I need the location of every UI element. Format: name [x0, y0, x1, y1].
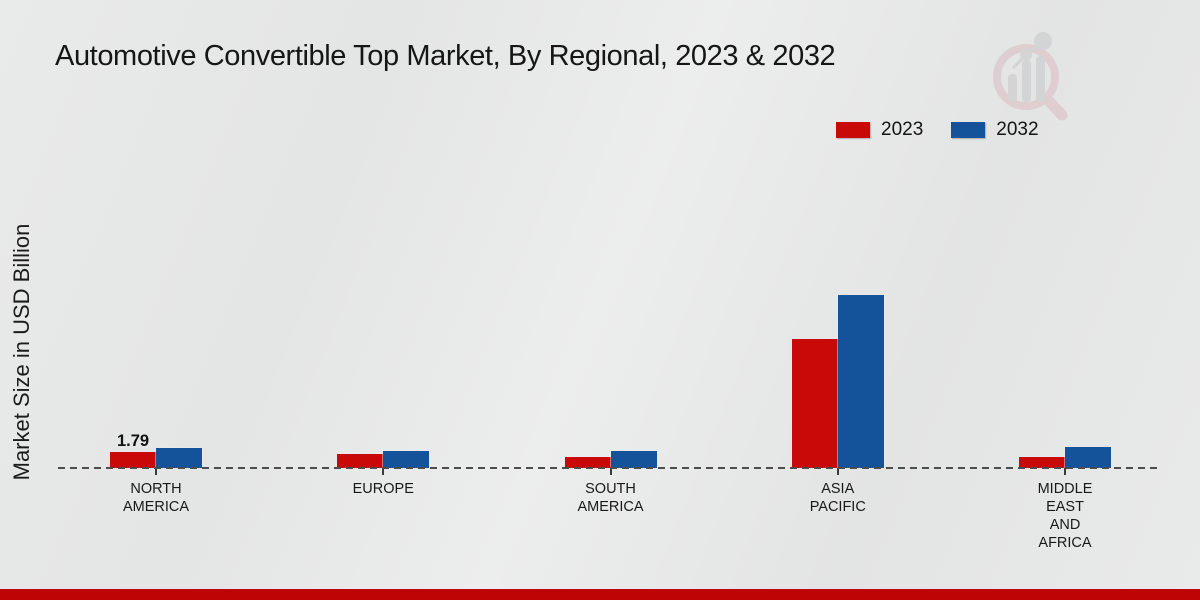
bar-2032-category-1 — [383, 451, 430, 468]
chart-title: Automotive Convertible Top Market, By Re… — [55, 40, 836, 72]
category-label: ASIA PACIFIC — [809, 481, 866, 515]
x-axis-tick — [609, 468, 612, 475]
market-research-logo-watermark — [993, 32, 1068, 121]
bar-2032-category-0 — [156, 448, 202, 468]
bar-2023-category-1 — [337, 454, 384, 468]
x-axis-tick — [836, 468, 839, 475]
legend-label-2023: 2023 — [881, 119, 924, 140]
bar-2023-category-4 — [1019, 457, 1065, 468]
bar-icon-small — [1008, 74, 1017, 102]
category-label: MIDDLE EAST AND AFRICA — [1037, 481, 1093, 551]
bar-value-label: 1.79 — [116, 432, 150, 450]
bar-2023-category-2 — [564, 457, 611, 468]
bar-2032-category-2 — [610, 451, 657, 468]
magnifier-ring-icon — [993, 44, 1059, 110]
trend-dot-icon — [1020, 49, 1032, 61]
x-axis-tick — [1064, 468, 1066, 475]
x-axis-baseline — [58, 467, 1158, 469]
category-label: NORTH AMERICA — [122, 481, 190, 515]
legend-swatch-2023 — [836, 122, 870, 138]
legend-item-2032: 2032 — [951, 119, 1039, 141]
trend-dot-icon — [1034, 32, 1052, 50]
x-axis-tick — [382, 468, 385, 475]
legend: 2023 2032 — [836, 119, 1039, 141]
category-label: SOUTH AMERICA — [577, 481, 644, 515]
bar-2023-category-0 — [110, 452, 156, 468]
magnifier-handle-icon — [1041, 93, 1068, 121]
legend-label-2032: 2032 — [996, 119, 1039, 140]
legend-item-2023: 2023 — [836, 119, 923, 141]
category-label: EUROPE — [352, 481, 414, 497]
footer-accent-bar — [0, 589, 1200, 600]
legend-swatch-2032 — [951, 122, 986, 138]
bar-icon-medium — [1022, 60, 1031, 102]
bar-2032-category-4 — [1065, 447, 1111, 468]
x-axis-tick — [155, 468, 157, 475]
bar-2032-category-3 — [837, 295, 884, 468]
bar-2023-category-3 — [791, 339, 838, 468]
bar-icon-large — [1036, 56, 1045, 102]
